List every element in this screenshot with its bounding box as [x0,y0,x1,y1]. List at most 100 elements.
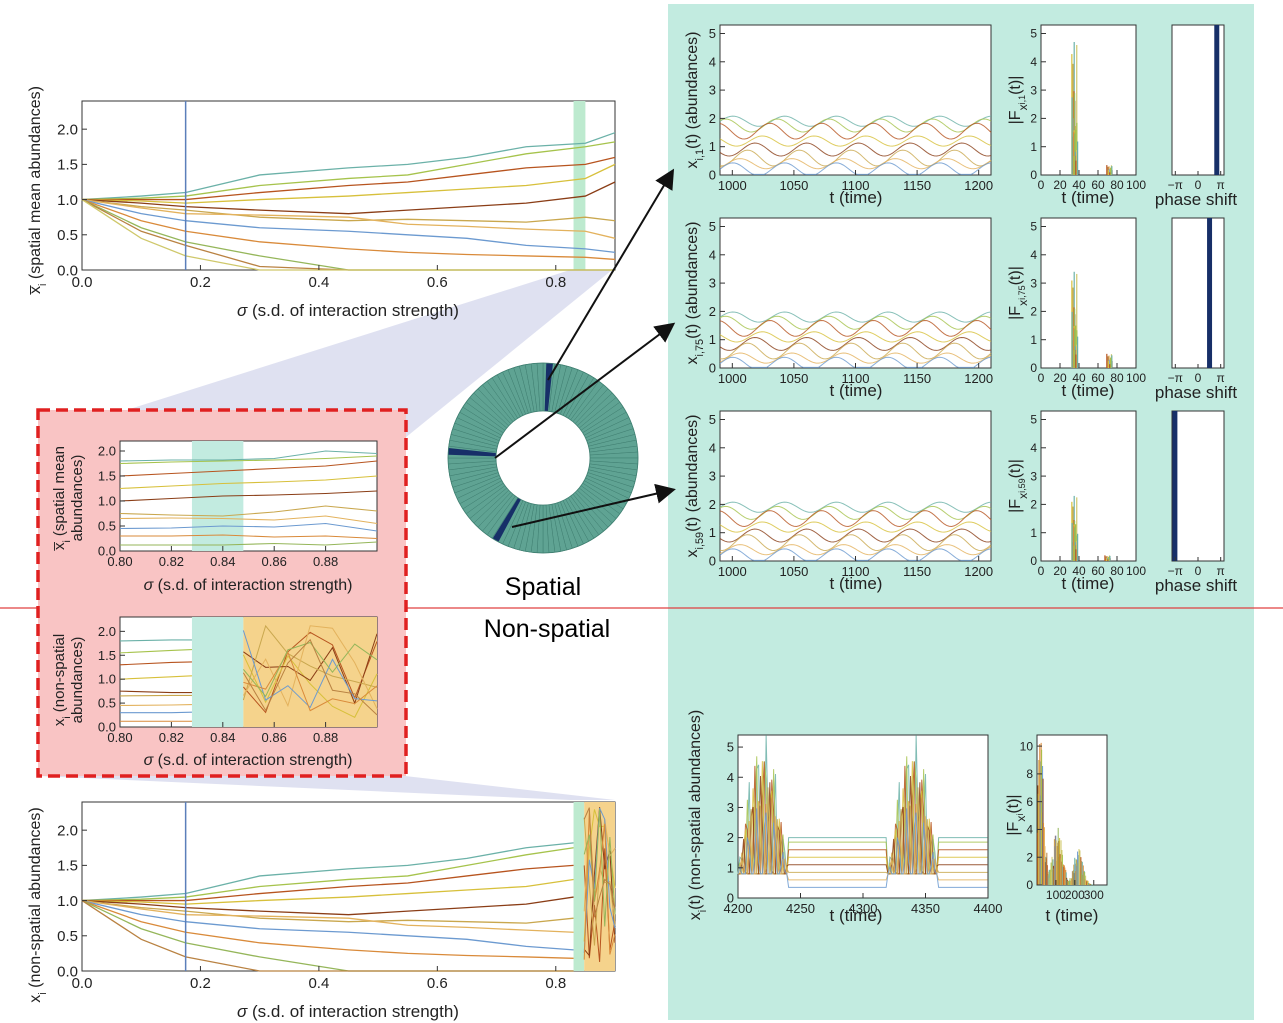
y-axis-label: x̅i (spatial mean abundances) [27,86,49,295]
ring-highlight-patch-59 [492,497,521,542]
series-line [719,534,992,552]
x-tick-label: 1100 [842,564,870,579]
series-line [81,899,574,933]
series-line [719,142,992,157]
x-tick-label: 100 [1126,178,1146,192]
y-axis-label-line1: xi (non-spatial [51,634,73,726]
plot-area [719,217,992,369]
x-tick-label: 40 [1072,371,1086,385]
y-axis-label: |Fxi,59(t)| [1007,459,1030,513]
y-tick-label: 4 [709,247,716,262]
x-tick-label: π [1217,371,1225,385]
series-line [81,899,574,951]
x-tick-label: 1000 [718,564,747,579]
y-tick-label: 1.0 [57,893,78,910]
x-tick-label: 4300 [849,901,878,916]
series-line [119,505,378,517]
series-line [719,510,992,527]
y-tick-label: 2.0 [57,822,78,839]
x-tick-label: π [1217,178,1225,192]
y-tick-label: 4 [709,440,716,455]
chart-timeseries-patch-59: 1000 1050 1100 1150 1200 0 1 2 3 4 5 t (time) xi,59(… [684,410,993,593]
y-tick-label: 0 [727,891,734,906]
y-tick-label: 6 [1026,795,1033,809]
x-tick-label: 0.88 [313,554,338,569]
plot-area [1040,217,1137,369]
chaotic-line [583,807,616,918]
series-line [81,198,616,254]
series-line [719,149,992,167]
x-axis-label: σ (s.d. of interaction strength) [237,1002,459,1021]
y-tick-label: 4 [1030,55,1037,69]
x-tick-label: 0.8 [545,975,566,992]
x-tick-label: 0 [1038,564,1045,578]
y-tick-label: 4 [1026,823,1033,837]
series-line [119,639,192,642]
y-axis-label: |Fxi(t)| [1005,794,1028,835]
plot-area [1036,734,1108,886]
series-line [719,122,992,140]
y-tick-label: 0 [1030,554,1037,568]
x-tick-label: 0.86 [262,554,287,569]
x-axis-label: t (time) [830,574,883,593]
x-tick-label: −π [1168,371,1183,385]
x-tick-label: 40 [1072,564,1086,578]
series-line [719,352,992,364]
y-tick-label: 4 [709,54,716,69]
y-tick-label: 2 [1026,850,1033,864]
phase-bar [1207,218,1213,368]
y-tick-label: 0 [1030,361,1037,375]
x-axis-label: phase shift [1155,383,1237,402]
y-tick-label: 10 [1020,739,1034,753]
y-axis-label: xi,1(t) (abundances) [684,32,706,169]
x-tick-label: 0.80 [107,730,132,745]
x-tick-label: 0.88 [313,730,338,745]
chart-nonspatial-timeseries: 4200 4250 4300 4350 4400 0 1 2 3 4 5 t (time) xi(t) … [687,710,1002,925]
x-tick-label: 1000 [718,371,747,386]
x-tick-label: 300 [1084,888,1104,902]
series-line [81,163,616,204]
x-axis-label: t (time) [830,381,883,400]
x-tick-label: 4350 [911,901,940,916]
series-line [719,501,992,513]
spatial-label: Spatial [505,573,581,601]
y-axis-label: |Fxi,75(t)| [1007,266,1030,320]
zoom-connector-bottom [38,776,615,800]
series-line [81,878,574,905]
chart-spectrum-patch-1: 0 20 40 60 80 100 0 1 2 3 4 5 t (time) |Fxi,1(t)| [1007,24,1146,207]
x-tick-label: 1050 [779,371,808,386]
plot-area [1171,217,1225,369]
series-line [119,661,192,666]
x-tick-label: 1150 [903,371,931,386]
series-line [81,198,616,223]
x-axis-label: σ (s.d. of interaction strength) [144,577,353,594]
series-line [82,156,616,201]
y-axis-label-line1: x̅i (spatial mean [51,446,73,551]
x-axis-label: phase shift [1155,190,1237,209]
y-tick-label: 0.0 [98,720,116,735]
x-tick-label: 100 [1126,371,1146,385]
y-tick-label: 1 [1030,140,1037,154]
x-tick-label: 20 [1053,178,1067,192]
ring-highlight-patch-75 [448,448,497,457]
chart-spatial-mean-zoom: 0.80 0.82 0.84 0.86 0.88 0.0 0.5 1.0 1.5 2.0 σ (s.… [51,440,378,594]
y-tick-label: 1 [1030,526,1037,540]
x-tick-label: 0.80 [107,554,132,569]
x-tick-label: 0.2 [190,274,211,291]
series-line [719,135,992,147]
series-line [738,775,988,875]
y-axis-label: xi,75(t) (abundances) [684,222,706,365]
series-line [81,842,574,902]
non-spatial-label: Non-spatial [484,615,610,643]
y-tick-label: 0.5 [57,928,78,945]
x-tick-label: 20 [1053,371,1067,385]
series-line [81,847,574,902]
y-tick-label: 1.5 [98,469,116,484]
x-tick-label: 80 [1110,371,1124,385]
y-tick-label: 1 [1030,333,1037,347]
x-tick-label: 0 [1038,371,1045,385]
x-tick-label: 4200 [724,901,753,916]
